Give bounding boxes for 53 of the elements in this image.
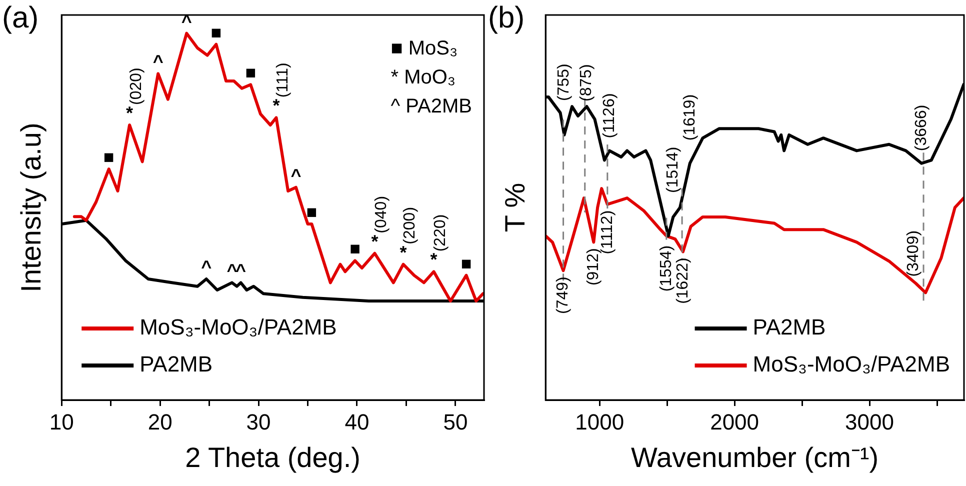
legend-label: PA2MB [752,314,826,340]
annotation: ■ [306,202,318,222]
annotation: ■ [460,253,472,274]
x-tick-label: 50 [443,409,468,434]
legend-label: MoS₃-MoO₃/PA2MB [140,314,337,340]
x-tick-label: 30 [246,409,271,434]
annotation: ^ PA2MB [390,96,472,118]
legend-label: PA2MB [140,352,213,377]
annotation: (1126) [600,93,618,138]
annotation: ■ [103,146,114,167]
annotation: ■ MoS₃ [390,38,458,60]
annotation: (875) [578,64,596,102]
annotation: * [400,242,407,262]
annotation: (749) [554,276,572,314]
annotation: (040) [373,196,390,234]
annotation: (755) [556,64,573,101]
x-axis-title: Wavenumber (cm⁻¹) [631,442,879,473]
x-tick-label: 10 [49,409,74,434]
y-axis-title: T % [500,182,531,232]
y-axis-title: Intensity (a.u) [16,122,47,292]
x-axis-title: 2 Theta (deg.) [185,442,360,473]
annotation: ■ [210,22,222,42]
annotation: (1619) [681,94,698,141]
annotation: * [272,96,280,116]
x-tick-label: 3000 [845,409,894,434]
annotation: (1554) [658,245,675,292]
x-tick-label: 20 [148,409,172,434]
annotation: (020) [128,68,145,106]
annotation: (1622) [674,258,692,304]
annotation: ^ [290,165,302,186]
annotation: ^ [201,256,212,277]
chart-title: (a) [2,1,39,34]
annotation: * [430,250,438,270]
chart-title: (b) [488,1,525,34]
annotation: (111) [274,62,292,98]
annotation: * [126,102,134,123]
annotation: * MoO₃ [390,66,456,89]
annotation: ■ [245,62,256,83]
x-tick-label: 2000 [710,409,760,434]
annotation: ■ [350,238,360,259]
annotation: ^ [181,11,192,32]
annotation: (3666) [912,104,930,152]
legend-label: MoS₃-MoO₃/PA2MB [752,352,950,377]
annotation: (220) [432,214,450,252]
annotation: (200) [402,206,419,244]
x-tick-label: 40 [344,409,370,434]
annotation: ^ [152,52,164,72]
annotation: ^ [236,260,247,281]
annotation: * [371,231,378,252]
annotation: ^ [226,260,238,281]
annotation: (1514) [664,146,682,194]
x-tick-label: 1000 [575,409,624,434]
annotation: (3409) [904,230,922,277]
